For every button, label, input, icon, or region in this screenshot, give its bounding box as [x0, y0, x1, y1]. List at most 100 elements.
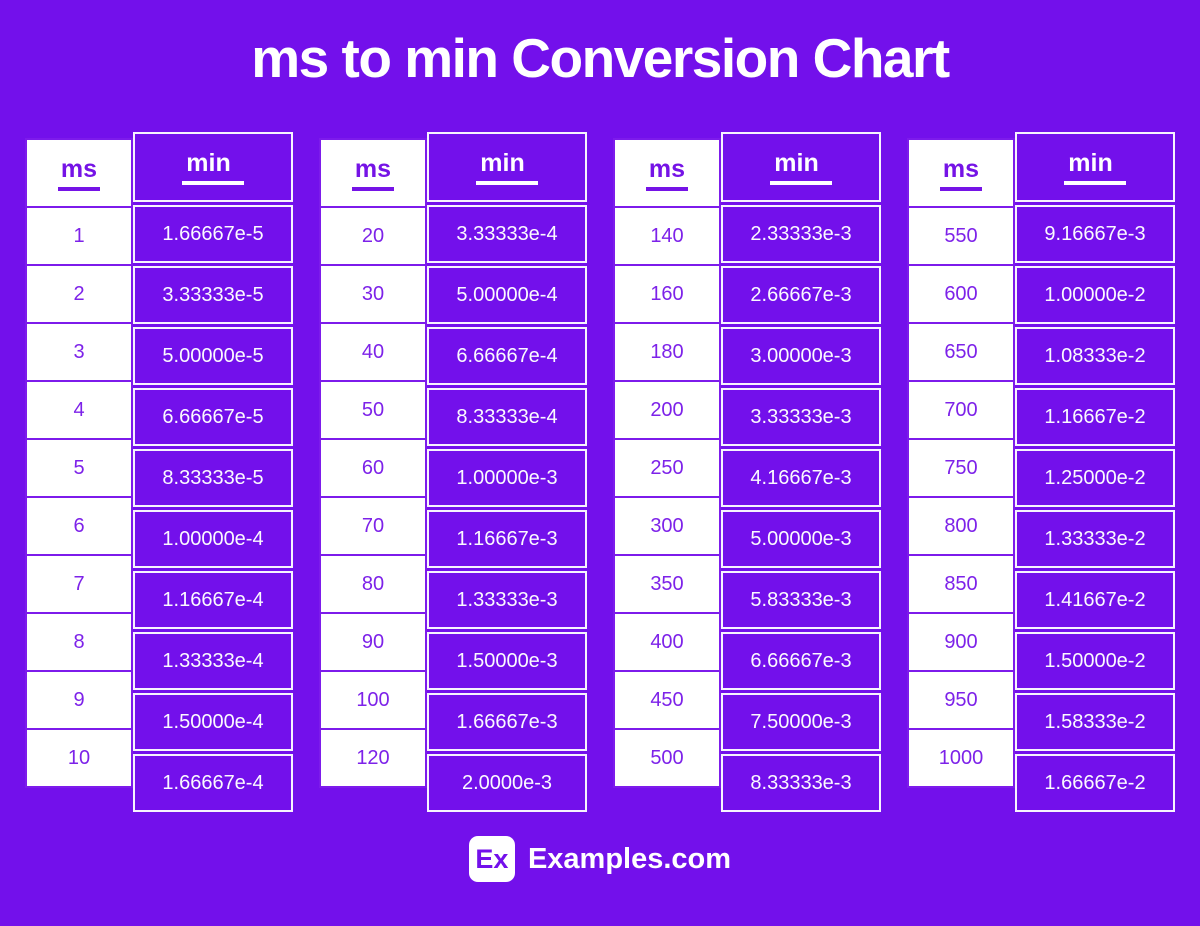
min-header: min: [721, 132, 881, 202]
min-cell: 1.16667e-2: [1015, 388, 1175, 446]
ms-header-label: ms: [645, 155, 689, 191]
min-cell: 5.83333e-3: [721, 571, 881, 629]
min-cell: 1.50000e-2: [1015, 632, 1175, 690]
ms-cell: 850: [909, 554, 1013, 612]
ms-cell: 70: [321, 496, 425, 554]
min-cell: 1.33333e-2: [1015, 510, 1175, 568]
ms-cell: 30: [321, 264, 425, 322]
min-cell: 5.00000e-5: [133, 327, 293, 385]
ms-cell: 90: [321, 612, 425, 670]
ms-cell: 50: [321, 380, 425, 438]
ms-header: ms: [615, 140, 719, 206]
min-cell: 1.00000e-2: [1015, 266, 1175, 324]
ms-cell: 800: [909, 496, 1013, 554]
ms-cell: 10: [27, 728, 131, 786]
min-cell: 1.66667e-3: [427, 693, 587, 751]
ms-header-label: ms: [351, 155, 395, 191]
min-column: min 9.16667e-3 1.00000e-2 1.08333e-2 1.1…: [1015, 132, 1175, 812]
min-cell: 3.00000e-3: [721, 327, 881, 385]
conversion-table-1: ms 1 2 3 4 5 6 7 8 9 10 min 1.66667e-5 3…: [25, 132, 293, 812]
conversion-table-2: ms 20 30 40 50 60 70 80 90 100 120 min 3…: [319, 132, 587, 812]
min-cell: 1.50000e-3: [427, 632, 587, 690]
ms-cell: 8: [27, 612, 131, 670]
ms-cell: 250: [615, 438, 719, 496]
min-cell: 4.16667e-3: [721, 449, 881, 507]
ms-header-label: ms: [57, 155, 101, 191]
min-cell: 6.66667e-4: [427, 327, 587, 385]
min-cell: 1.25000e-2: [1015, 449, 1175, 507]
min-cell: 8.33333e-3: [721, 754, 881, 812]
ms-cell: 160: [615, 264, 719, 322]
min-cell: 6.66667e-3: [721, 632, 881, 690]
ms-cell: 600: [909, 264, 1013, 322]
min-cell: 8.33333e-5: [133, 449, 293, 507]
min-header-label: min: [182, 149, 244, 185]
min-cell: 2.33333e-3: [721, 205, 881, 263]
ms-cell: 40: [321, 322, 425, 380]
ms-cell: 180: [615, 322, 719, 380]
min-cell: 1.41667e-2: [1015, 571, 1175, 629]
min-cell: 3.33333e-3: [721, 388, 881, 446]
min-cell: 1.33333e-3: [427, 571, 587, 629]
ms-cell: 200: [615, 380, 719, 438]
ms-cell: 650: [909, 322, 1013, 380]
min-header-label: min: [1064, 149, 1126, 185]
ms-cell: 1000: [909, 728, 1013, 786]
ms-cell: 700: [909, 380, 1013, 438]
min-cell: 2.0000e-3: [427, 754, 587, 812]
min-cell: 5.00000e-3: [721, 510, 881, 568]
min-cell: 3.33333e-4: [427, 205, 587, 263]
min-cell: 7.50000e-3: [721, 693, 881, 751]
min-header: min: [427, 132, 587, 202]
page-title: ms to min Conversion Chart: [251, 27, 950, 89]
ms-header-label: ms: [939, 155, 983, 191]
min-cell: 1.66667e-2: [1015, 754, 1175, 812]
min-header: min: [1015, 132, 1175, 202]
ms-cell: 750: [909, 438, 1013, 496]
ms-cell: 450: [615, 670, 719, 728]
min-cell: 3.33333e-5: [133, 266, 293, 324]
min-cell: 1.08333e-2: [1015, 327, 1175, 385]
ms-column: ms 20 30 40 50 60 70 80 90 100 120: [319, 138, 427, 788]
footer: Ex Examples.com: [0, 836, 1200, 882]
ms-column: ms 140 160 180 200 250 300 350 400 450 5…: [613, 138, 721, 788]
ms-cell: 1: [27, 206, 131, 264]
ms-cell: 300: [615, 496, 719, 554]
min-cell: 1.50000e-4: [133, 693, 293, 751]
ms-cell: 400: [615, 612, 719, 670]
ms-header: ms: [27, 140, 131, 206]
ms-cell: 140: [615, 206, 719, 264]
ms-cell: 4: [27, 380, 131, 438]
min-cell: 1.16667e-3: [427, 510, 587, 568]
logo-text: Ex: [475, 843, 509, 874]
min-cell: 1.00000e-4: [133, 510, 293, 568]
min-column: min 2.33333e-3 2.66667e-3 3.00000e-3 3.3…: [721, 132, 881, 812]
min-cell: 9.16667e-3: [1015, 205, 1175, 263]
examples-logo-icon: Ex: [468, 836, 515, 882]
ms-cell: 20: [321, 206, 425, 264]
min-cell: 1.58333e-2: [1015, 693, 1175, 751]
min-cell: 6.66667e-5: [133, 388, 293, 446]
min-header-label: min: [476, 149, 538, 185]
min-column: min 3.33333e-4 5.00000e-4 6.66667e-4 8.3…: [427, 132, 587, 812]
ms-cell: 7: [27, 554, 131, 612]
ms-cell: 60: [321, 438, 425, 496]
min-header: min: [133, 132, 293, 202]
ms-cell: 3: [27, 322, 131, 380]
ms-cell: 500: [615, 728, 719, 786]
ms-cell: 120: [321, 728, 425, 786]
conversion-tables-row: ms 1 2 3 4 5 6 7 8 9 10 min 1.66667e-5 3…: [0, 132, 1200, 812]
ms-cell: 5: [27, 438, 131, 496]
ms-cell: 900: [909, 612, 1013, 670]
min-cell: 1.16667e-4: [133, 571, 293, 629]
ms-cell: 9: [27, 670, 131, 728]
min-header-label: min: [770, 149, 832, 185]
ms-cell: 350: [615, 554, 719, 612]
ms-cell: 80: [321, 554, 425, 612]
min-cell: 5.00000e-4: [427, 266, 587, 324]
conversion-table-3: ms 140 160 180 200 250 300 350 400 450 5…: [613, 132, 881, 812]
ms-column: ms 550 600 650 700 750 800 850 900 950 1…: [907, 138, 1015, 788]
min-cell: 8.33333e-4: [427, 388, 587, 446]
min-cell: 1.00000e-3: [427, 449, 587, 507]
site-name: Examples.com: [527, 842, 732, 875]
